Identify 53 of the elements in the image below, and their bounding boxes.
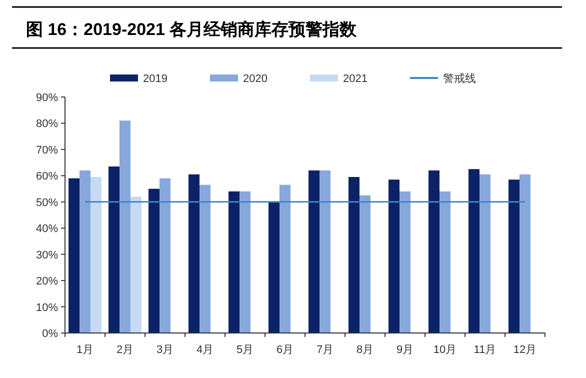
bar (388, 180, 400, 333)
x-tick-label: 3月 (156, 344, 174, 356)
bar (160, 178, 170, 333)
x-tick-label: 11月 (474, 344, 496, 356)
x-tick-label: 12月 (513, 344, 537, 356)
x-tick-label: 6月 (276, 344, 294, 356)
x-tick-label: 8月 (356, 344, 374, 356)
y-tick-label: 60% (36, 170, 58, 183)
x-tick-label: 4月 (196, 344, 214, 356)
bar (200, 184, 210, 333)
x-tick-label: 7月 (316, 344, 334, 356)
bar (480, 174, 490, 333)
bar (520, 174, 530, 333)
bar (360, 195, 370, 333)
x-tick-label: 10月 (433, 344, 457, 356)
bar (348, 176, 360, 333)
y-tick-label: 40% (36, 223, 58, 236)
y-tick-label: 50% (36, 196, 58, 209)
bar (268, 202, 280, 333)
bar (80, 170, 90, 333)
bar (320, 170, 330, 333)
x-tick-label: 9月 (396, 344, 414, 356)
bar (90, 176, 102, 333)
bar (68, 178, 80, 333)
bar (240, 191, 250, 333)
legend-label: 2021 (343, 73, 368, 85)
legend-label: 警戒线 (443, 72, 476, 85)
y-tick-label: 30% (36, 249, 58, 262)
x-tick-label: 1月 (76, 344, 94, 356)
bar (188, 174, 200, 333)
legend-label: 2020 (243, 73, 268, 85)
y-tick-label: 10% (36, 302, 58, 314)
bar (148, 188, 160, 333)
bar (440, 191, 450, 333)
bar (108, 166, 120, 333)
x-tick-label: 5月 (236, 344, 254, 356)
chart-title: 图 16：2019-2021 各月经销商库存预警指数 (26, 20, 358, 39)
y-tick-label: 80% (36, 118, 58, 130)
legend-label: 2019 (143, 73, 168, 85)
bar (400, 191, 410, 333)
x-tick-label: 2月 (116, 344, 134, 356)
y-tick-label: 90% (36, 92, 58, 104)
y-tick-label: 0% (42, 328, 58, 340)
y-tick-label: 20% (36, 276, 58, 288)
bar (428, 170, 440, 333)
bar (120, 120, 130, 333)
bar (308, 170, 320, 333)
bar (468, 169, 480, 333)
bar (508, 180, 520, 333)
bar (280, 184, 290, 333)
bar (228, 191, 240, 333)
y-tick-label: 70% (36, 144, 58, 156)
bar (130, 196, 142, 333)
